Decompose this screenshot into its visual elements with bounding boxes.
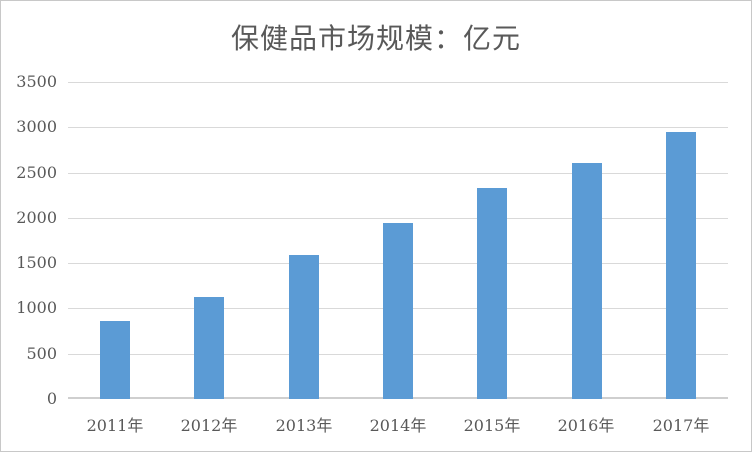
y-axis-tick-label: 0: [46, 389, 57, 408]
bar-2013年: [289, 255, 319, 399]
x-axis-tick-label: 2017年: [652, 416, 710, 435]
y-axis-tick-label: 3500: [16, 72, 57, 91]
bar-2012年: [194, 297, 224, 399]
bar-2014年: [383, 223, 413, 399]
bar-2011年: [100, 321, 130, 399]
bar-2016年: [572, 163, 602, 399]
x-axis-tick-label: 2013年: [275, 416, 333, 435]
x-axis-tick-label: 2014年: [369, 416, 427, 435]
bar-2017年: [666, 132, 696, 399]
gridline: [68, 218, 728, 219]
chart-title: 保健品市场规模：亿元: [230, 22, 521, 55]
y-axis-tick-label: 1000: [16, 298, 57, 317]
y-axis-tick-label: 1500: [16, 253, 57, 272]
gridline: [68, 127, 728, 128]
bar-2015年: [477, 188, 507, 399]
x-axis-tick-label: 2012年: [180, 416, 238, 435]
y-axis-tick-label: 3000: [16, 117, 57, 136]
x-axis-tick-label: 2011年: [86, 416, 144, 435]
gridline: [68, 173, 728, 174]
x-axis-tick-label: 2016年: [557, 416, 615, 435]
gridline: [68, 82, 728, 83]
y-axis-tick-label: 2000: [16, 208, 57, 227]
plot-area: [68, 82, 728, 399]
y-axis-tick-label: 2500: [16, 163, 57, 182]
y-axis-tick-label: 500: [26, 344, 57, 363]
x-axis-tick-label: 2015年: [463, 416, 521, 435]
